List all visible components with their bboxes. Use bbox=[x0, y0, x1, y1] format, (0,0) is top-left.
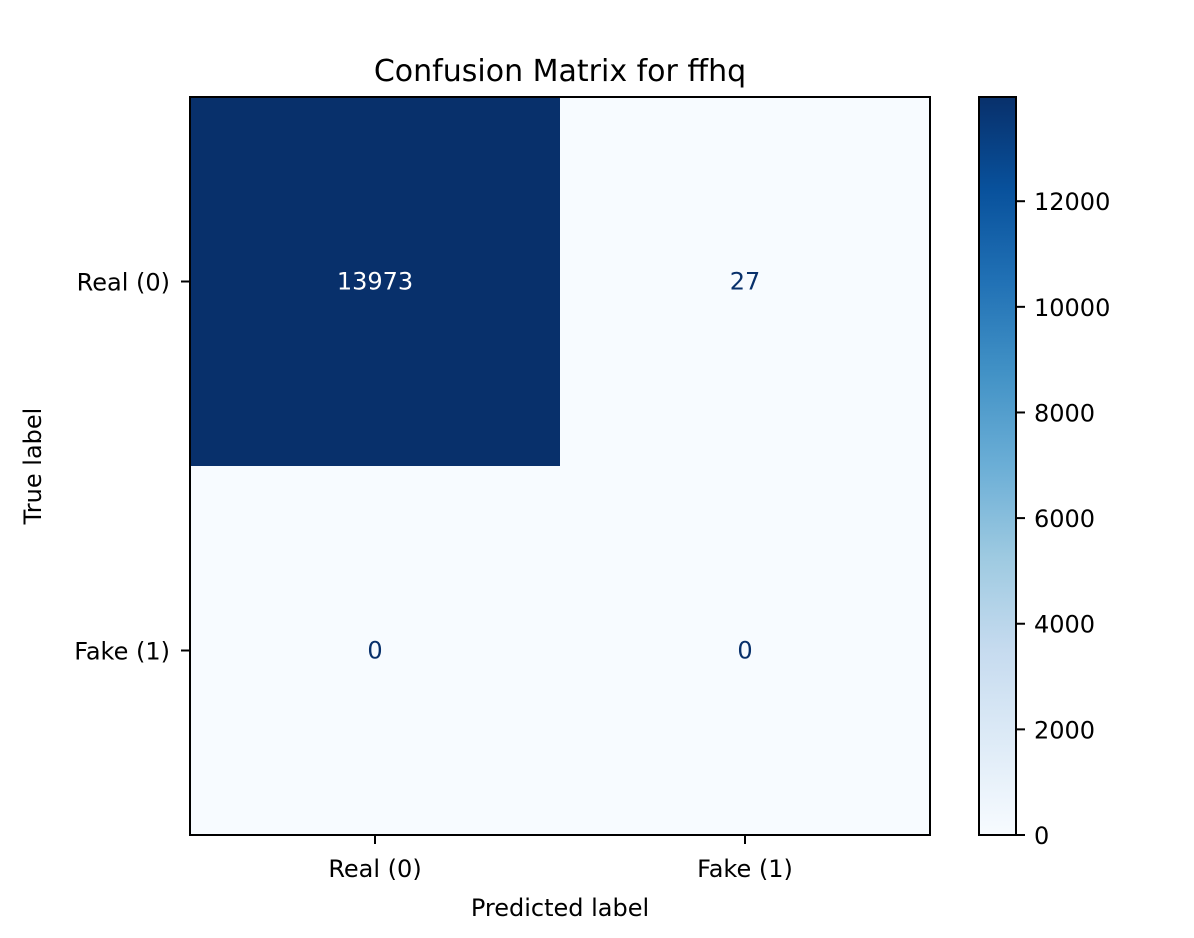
matrix-cell bbox=[190, 97, 560, 466]
colorbar-tick-label: 8000 bbox=[1034, 399, 1095, 427]
y-tick-label: Real (0) bbox=[77, 269, 170, 297]
cell-value: 27 bbox=[730, 268, 761, 296]
y-axis-ticks: Real (0) Fake (1) bbox=[74, 269, 190, 666]
x-tick-label: Fake (1) bbox=[697, 855, 793, 883]
cell-value: 0 bbox=[737, 637, 752, 665]
colorbar-tick-label: 4000 bbox=[1034, 611, 1095, 639]
y-tick-label: Fake (1) bbox=[74, 638, 170, 666]
matrix-cell bbox=[190, 466, 560, 835]
matrix-cell bbox=[560, 466, 930, 835]
colorbar-frame bbox=[978, 96, 1017, 836]
colorbar bbox=[979, 97, 1016, 835]
y-axis-label: True label bbox=[19, 408, 47, 526]
colorbar-tick-label: 10000 bbox=[1034, 294, 1110, 322]
matrix-cells: 13973 27 0 0 bbox=[190, 97, 930, 835]
x-axis-label: Predicted label bbox=[471, 894, 649, 922]
chart-title: Confusion Matrix for ffhq bbox=[374, 54, 746, 89]
x-axis-ticks: Real (0) Fake (1) bbox=[328, 835, 793, 883]
colorbar-tick-label: 2000 bbox=[1034, 716, 1095, 744]
matrix-frame bbox=[189, 96, 931, 836]
colorbar-ticks: 0 2000 4000 6000 8000 10000 12000 bbox=[1016, 188, 1110, 850]
colorbar-tick-label: 6000 bbox=[1034, 505, 1095, 533]
colorbar-tick-label: 12000 bbox=[1034, 188, 1110, 216]
x-tick-label: Real (0) bbox=[328, 855, 421, 883]
colorbar-tick-label: 0 bbox=[1034, 822, 1049, 850]
cell-value: 0 bbox=[367, 637, 382, 665]
matrix-cell bbox=[560, 97, 930, 466]
cell-value: 13973 bbox=[337, 268, 413, 296]
